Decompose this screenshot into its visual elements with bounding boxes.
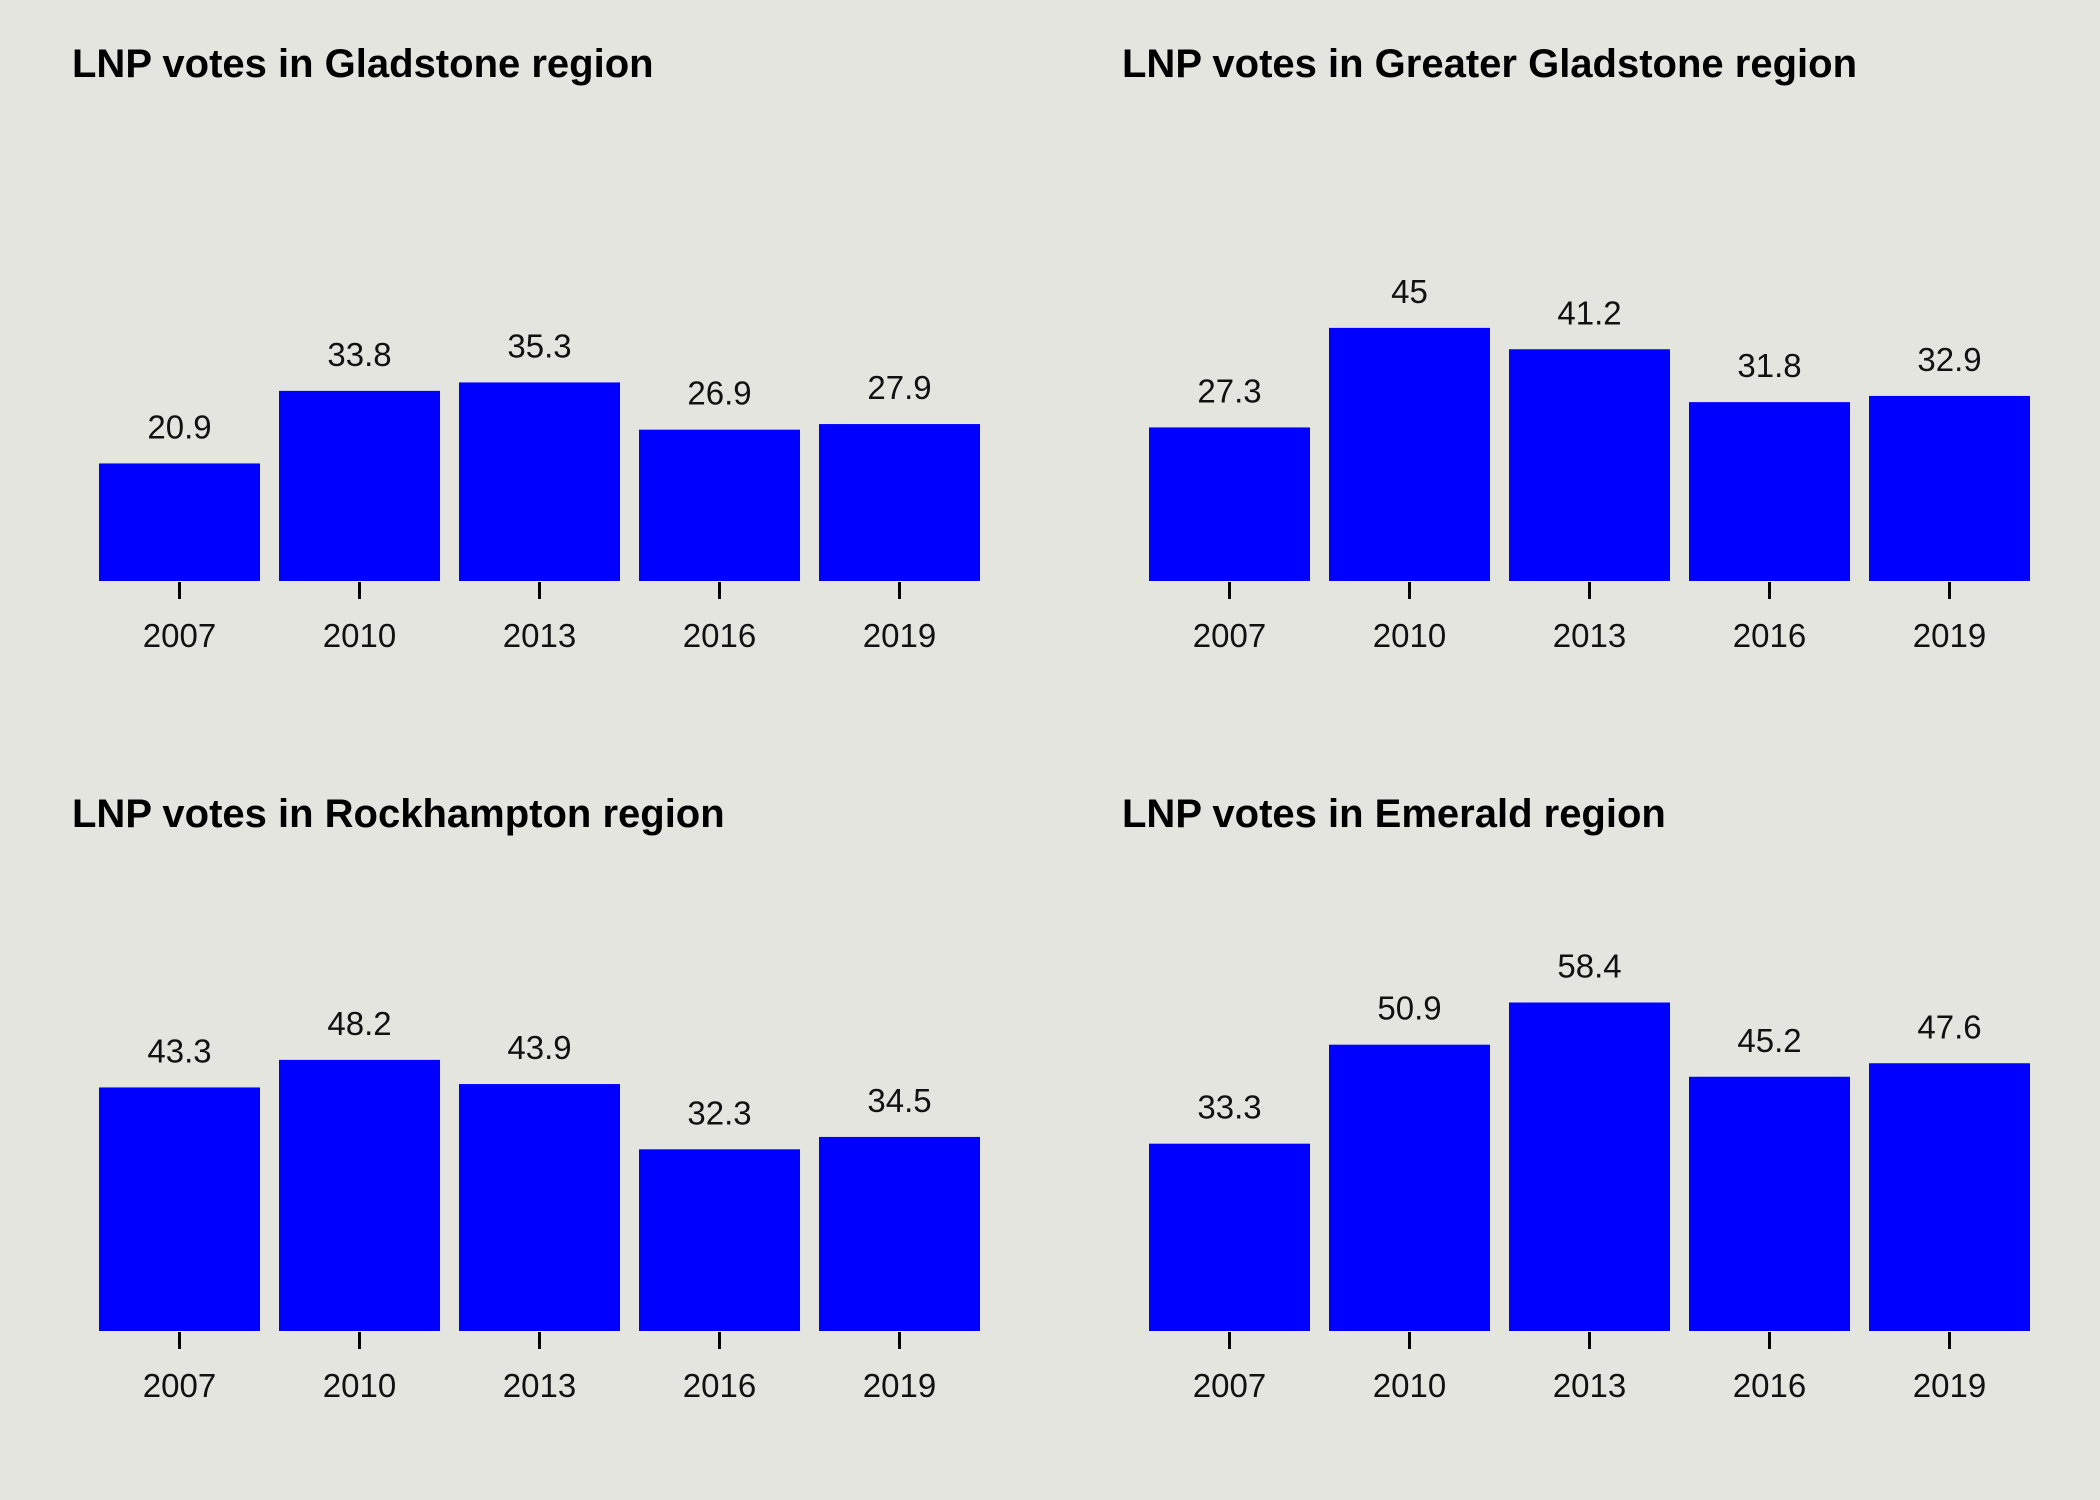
bar-2016 xyxy=(639,1149,800,1331)
data-label: 33.8 xyxy=(327,336,391,373)
bar-chart-greater-gladstone: 27.3 2007 45 2010 41.2 2013 31.8 2016 32.9 2019 xyxy=(1149,273,2030,654)
x-tick-label: 2016 xyxy=(1733,617,1806,654)
data-label: 43.9 xyxy=(507,1029,571,1066)
x-tick-label: 2010 xyxy=(1373,1367,1446,1404)
data-label: 32.3 xyxy=(687,1094,751,1131)
bar-2013 xyxy=(459,1084,620,1331)
data-label: 50.9 xyxy=(1377,990,1441,1027)
data-label: 41.2 xyxy=(1557,294,1621,331)
x-tick-label: 2013 xyxy=(503,1367,576,1404)
x-tick-label: 2013 xyxy=(503,617,576,654)
data-label: 26.9 xyxy=(687,375,751,412)
x-tick-label: 2010 xyxy=(323,617,396,654)
chart-panel-rockhampton: LNP votes in Rockhampton region 43.3 2007… xyxy=(0,750,1030,1480)
x-tick-label: 2007 xyxy=(1193,1367,1266,1404)
x-tick-label: 2007 xyxy=(143,1367,216,1404)
bar-2007 xyxy=(1149,427,1310,581)
x-tick-label: 2010 xyxy=(1373,617,1446,654)
bar-2010 xyxy=(1329,327,1490,581)
x-tick-label: 2019 xyxy=(1913,617,1986,654)
chart-title: LNP votes in Greater Gladstone region xyxy=(1122,42,1857,86)
bar-2019 xyxy=(1869,395,2030,581)
bar-2007 xyxy=(1149,1143,1310,1331)
x-tick-label: 2016 xyxy=(1733,1367,1806,1404)
bar-2007 xyxy=(99,1087,260,1331)
bar-2016 xyxy=(639,429,800,581)
x-tick-label: 2019 xyxy=(1913,1367,1986,1404)
x-tick-label: 2016 xyxy=(683,617,756,654)
bar-2010 xyxy=(1329,1044,1490,1331)
data-label: 31.8 xyxy=(1737,347,1801,384)
bar-2019 xyxy=(819,424,980,581)
data-label: 45 xyxy=(1391,273,1428,310)
bar-chart-emerald: 33.3 2007 50.9 2010 58.4 2013 45.2 2016 47.6 2019 xyxy=(1149,948,2030,1404)
data-label: 58.4 xyxy=(1557,948,1621,985)
bar-2007 xyxy=(99,463,260,581)
data-label: 32.9 xyxy=(1917,341,1981,378)
bar-2016 xyxy=(1689,1076,1850,1331)
bar-2019 xyxy=(819,1136,980,1331)
chart-title: LNP votes in Emerald region xyxy=(1122,792,1666,836)
data-label: 47.6 xyxy=(1917,1008,1981,1045)
bar-2010 xyxy=(279,1059,440,1331)
data-label: 45.2 xyxy=(1737,1022,1801,1059)
chart-panel-emerald: LNP votes in Emerald region 33.3 2007 50.9… xyxy=(1050,750,2080,1480)
chart-title: LNP votes in Rockhampton region xyxy=(72,792,725,836)
data-label: 27.3 xyxy=(1197,372,1261,409)
x-tick-label: 2007 xyxy=(1193,617,1266,654)
data-label: 35.3 xyxy=(507,327,571,364)
x-tick-label: 2007 xyxy=(143,617,216,654)
x-tick-label: 2016 xyxy=(683,1367,756,1404)
data-label: 27.9 xyxy=(867,369,931,406)
data-label: 48.2 xyxy=(327,1005,391,1042)
bar-2019 xyxy=(1869,1063,2030,1331)
bar-2010 xyxy=(279,390,440,581)
x-tick-label: 2010 xyxy=(323,1367,396,1404)
data-label: 20.9 xyxy=(147,408,211,445)
data-label: 34.5 xyxy=(867,1082,931,1119)
bar-2013 xyxy=(1509,1002,1670,1331)
bar-2016 xyxy=(1689,402,1850,581)
x-tick-label: 2013 xyxy=(1553,617,1626,654)
bar-chart-gladstone: 20.9 2007 33.8 2010 35.3 2013 26.9 2016 27.9 2019 xyxy=(99,327,980,654)
chart-title: LNP votes in Gladstone region xyxy=(72,42,654,86)
chart-panel-gladstone: LNP votes in Gladstone region 20.9 2007 33… xyxy=(0,0,1030,730)
x-tick-label: 2019 xyxy=(863,617,936,654)
chart-panel-greater-gladstone: LNP votes in Greater Gladstone region 27… xyxy=(1050,0,2080,730)
x-tick-label: 2019 xyxy=(863,1367,936,1404)
data-label: 33.3 xyxy=(1197,1089,1261,1126)
x-tick-label: 2013 xyxy=(1553,1367,1626,1404)
bar-chart-rockhampton: 43.3 2007 48.2 2010 43.9 2013 32.3 2016 34.5 2019 xyxy=(99,1005,980,1404)
data-label: 43.3 xyxy=(147,1032,211,1069)
bar-2013 xyxy=(459,382,620,581)
bar-2013 xyxy=(1509,349,1670,581)
